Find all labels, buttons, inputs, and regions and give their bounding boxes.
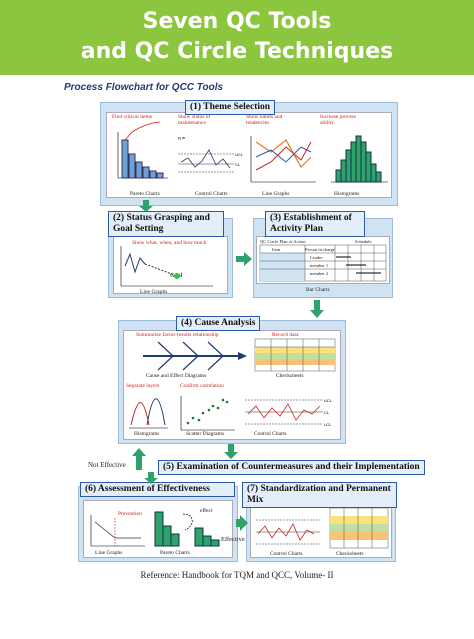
- title-banner: Seven QC Tools and QC Circle Techniques: [0, 0, 474, 75]
- caption-bar-charts: Bar Charts: [306, 287, 330, 293]
- note-find-critical: Find critical items: [112, 114, 153, 120]
- note-process-ability: Increase process ability: [320, 114, 357, 126]
- svg-text:UCL: UCL: [324, 398, 333, 403]
- cause-analysis-header: (4) Cause Analysis: [176, 316, 261, 331]
- caption-histogram: Histograms: [334, 191, 360, 197]
- note-habits: Show habits and tendencies: [246, 114, 283, 126]
- arrow-6-to-7: [236, 515, 248, 531]
- histogram-icon: [331, 135, 388, 183]
- caption-scatter: Scatter Diagrams: [186, 431, 225, 437]
- prevention-label: Prevention: [118, 511, 142, 517]
- plan-col-item: Item: [272, 247, 281, 252]
- plan-col-person: Person in charge: [305, 247, 335, 252]
- title-line-1: Seven QC Tools: [142, 9, 332, 34]
- svg-text:n =: n =: [178, 136, 185, 142]
- plan-row-3-person: member 2: [310, 271, 329, 276]
- page-subtitle: Process Flowchart for QCC Tools: [64, 82, 224, 93]
- plan-row-1-person: Leader: [310, 255, 323, 260]
- svg-text:LCL: LCL: [324, 422, 332, 427]
- note-confirm-correlation: Confirm correlation: [180, 383, 224, 389]
- caption-std-checksheets: Checksheets: [336, 551, 364, 557]
- svg-text:UCL: UCL: [235, 152, 244, 157]
- caption-line: Line Graphs: [262, 191, 290, 197]
- plan-table-title: QC Circle Plan of Action: [260, 239, 306, 244]
- caption-eff-line: Line Graphs: [95, 550, 123, 556]
- caption-control: Control Charts: [195, 191, 228, 197]
- arrow-1-to-2: [139, 200, 153, 212]
- arrow-5-to-6: [144, 472, 158, 484]
- note-status-maintenance: Show status of maintenance: [178, 114, 211, 126]
- theme-selection-header: (1) Theme Selection: [185, 100, 276, 115]
- caption-status-line: Line Graphs: [140, 289, 168, 295]
- theme-selection-charts: [106, 112, 392, 198]
- control-chart-icon: n = UCL CL: [178, 136, 244, 173]
- caption-checksheets: Checksheets: [276, 373, 304, 379]
- effect-label: effect: [200, 508, 213, 514]
- histogram-layers-icon: [129, 398, 168, 429]
- caption-histograms: Histograms: [134, 431, 160, 437]
- theme-selection-graphics: n = UCL CL: [117, 121, 388, 183]
- arrow-4-to-5: [224, 444, 238, 459]
- caption-std-control: Control Charts: [270, 551, 303, 557]
- arrow-2-to-3: [236, 252, 252, 266]
- scatter-icon: [180, 396, 235, 431]
- control-chart-4-icon: UCL CL LCL: [245, 398, 333, 427]
- standardization-graphics: [256, 507, 389, 549]
- caption-control-4: Control Charts: [254, 431, 287, 437]
- fishbone-icon: [143, 341, 247, 371]
- plan-schedule-label: Schedule: [355, 239, 372, 244]
- status-grasping-header: (2) Status Grasping and Goal Setting: [108, 211, 224, 237]
- plan-row-2-person: member 1: [310, 263, 329, 268]
- note-separate-layers: Separate layers: [126, 383, 160, 389]
- svg-text:CL: CL: [324, 410, 330, 415]
- countermeasures-header: (5) Examination of Countermeasures and t…: [158, 460, 425, 475]
- arrow-not-effective: [132, 448, 146, 470]
- caption-eff-pareto: Pareto Charts: [160, 550, 190, 556]
- reference-note: Reference: Handbook for TQM and QCC, Vol…: [140, 570, 334, 580]
- plan-table-grid: [259, 244, 387, 282]
- arrow-3-to-4: [310, 300, 324, 318]
- note-factor-results: Summarize factor-results relationship: [136, 332, 219, 338]
- note-record-data: Record data: [272, 332, 299, 338]
- line-graph-icon: [250, 136, 316, 183]
- goal-line-graph: [120, 246, 213, 287]
- activity-plan-header: (3) Establishment of Activity Plan: [265, 211, 365, 237]
- checksheet-icon: [254, 338, 336, 372]
- status-grasping-chart: [113, 236, 228, 294]
- svg-text:CL: CL: [235, 162, 241, 167]
- caption-cause-effect: Cause and Effect Diagrams: [146, 373, 207, 379]
- standardization-header: (7) Standardization and Permanent Mix: [242, 482, 397, 508]
- not-effective-label: Not Effective: [88, 461, 126, 469]
- effectiveness-header: (6) Assessment of Effectiveness: [80, 482, 235, 497]
- effectiveness-graphics: [90, 511, 220, 547]
- effective-label: Effective: [221, 536, 245, 543]
- note-what-when: Show what, when, and how much: [132, 240, 207, 246]
- caption-pareto: Pareto Charts: [130, 191, 160, 197]
- cause-analysis-graphics: UCL CL LCL: [129, 338, 336, 431]
- title-line-2: and QC Circle Techniques: [80, 39, 394, 64]
- pareto-chart-icon: [117, 121, 168, 179]
